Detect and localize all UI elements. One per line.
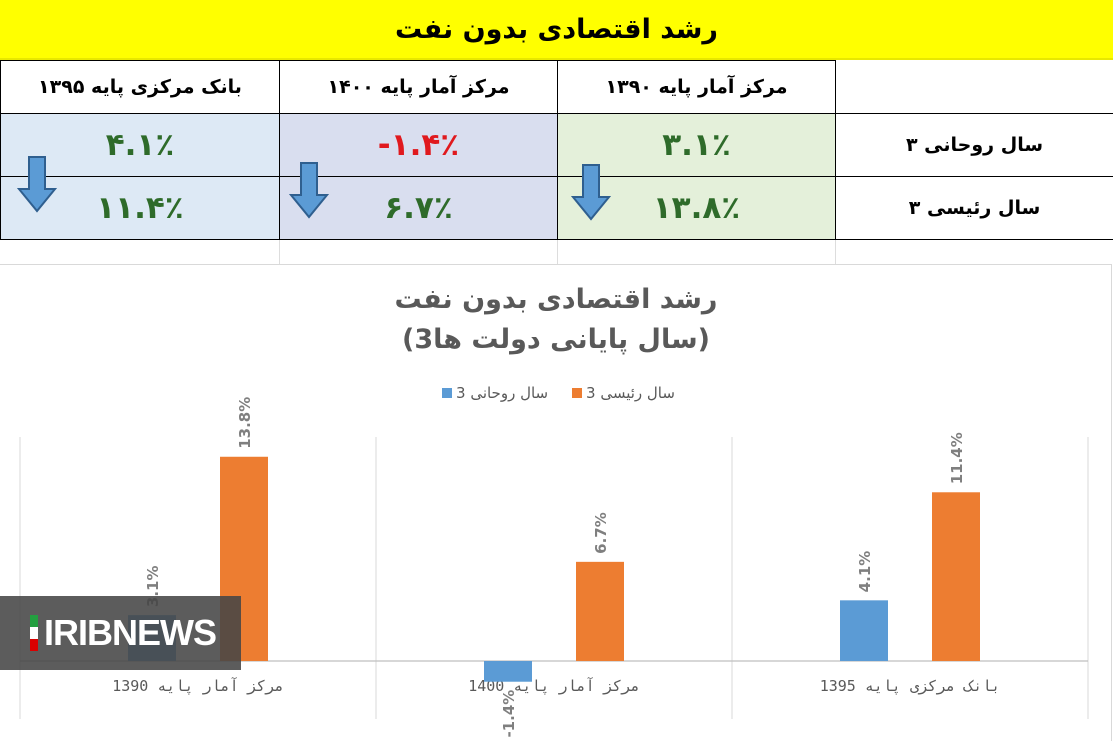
data-label: 6.7% bbox=[592, 512, 610, 554]
category-label: بانک مرکزی پایه 1395 bbox=[820, 677, 1001, 696]
plot-area: مرکز آمار پایه 1390 مرکز آمار پایه 1400 با… bbox=[19, 397, 1089, 738]
data-label: 4.1% bbox=[856, 551, 874, 593]
watermark-text: IRIBNEWS bbox=[44, 612, 217, 653]
data-label: 11.4% bbox=[948, 432, 966, 484]
category-label: مرکز آمار پایه 1400 bbox=[468, 677, 640, 696]
down-arrow-icon bbox=[289, 162, 329, 219]
header-bank-1395: بانک مرکزی پایه ۱۳۹۵ bbox=[0, 60, 280, 114]
table-header-row: بانک مرکزی پایه ۱۳۹۵ مرکز آمار پایه ۱۴۰۰… bbox=[0, 60, 1113, 114]
bar bbox=[840, 600, 888, 661]
row-label-raisi: ۳ سال رئیسی bbox=[835, 176, 1113, 240]
chart-frame bbox=[0, 264, 1112, 741]
cell-raisi-stat-1390: ۱۳.۸٪ bbox=[652, 190, 741, 226]
flag-icon bbox=[30, 615, 38, 651]
category-label: مرکز آمار پایه 1390 bbox=[112, 677, 284, 696]
legend-label: 3 سال رئیسی bbox=[586, 384, 675, 402]
summary-table: بانک مرکزی پایه ۱۳۹۵ مرکز آمار پایه ۱۴۰۰… bbox=[0, 60, 1113, 264]
down-arrow-icon bbox=[571, 164, 611, 221]
bar bbox=[932, 492, 980, 661]
row-label-rouhani: ۳ سال روحانی bbox=[835, 113, 1113, 177]
bar-chart: رشد اقتصادی بدون نفت (3سال پایانی دولت ه… bbox=[19, 284, 1089, 738]
spacer-cell bbox=[557, 239, 836, 264]
legend-swatch bbox=[442, 388, 452, 398]
cell-raisi-bank-1395: ۱۱.۴٪ bbox=[96, 190, 184, 226]
table-row: ۱۱.۴٪ ۶.۷٪ ۱۳.۸٪ ۳ سال رئیسی bbox=[0, 156, 1113, 240]
data-label: 13.8% bbox=[236, 397, 254, 449]
header-stat-1400: مرکز آمار پایه ۱۴۰۰ bbox=[279, 60, 558, 114]
cell-rouhani-stat-1400: -۱.۴٪ bbox=[279, 113, 558, 177]
iribnews-watermark: IRIBNEWS bbox=[0, 596, 241, 670]
cell-raisi-stat-1400-wrap: ۶.۷٪ bbox=[279, 162, 558, 240]
bar bbox=[576, 561, 624, 661]
header-empty-cell bbox=[835, 60, 1113, 114]
page-title: رشد اقتصادی بدون نفت bbox=[0, 0, 1113, 60]
legend-label: 3 سال روحانی bbox=[456, 384, 548, 402]
spacer-cell bbox=[0, 239, 280, 264]
cell-raisi-stat-1400: ۶.۷٪ bbox=[384, 190, 453, 226]
cell-rouhani-bank-1395: ۴.۱٪ bbox=[0, 113, 280, 177]
data-label: -1.4% bbox=[500, 690, 518, 738]
header-stat-1390: مرکز آمار پایه ۱۳۹۰ bbox=[557, 60, 836, 114]
table-row: ۴.۱٪ -۱.۴٪ ۳.۱٪ ۳ سال روحانی bbox=[0, 113, 1113, 177]
bar bbox=[484, 661, 532, 682]
cell-raisi-bank-1395-wrap: ۱۱.۴٪ bbox=[0, 156, 280, 240]
chart-subtitle: (3سال پایانی دولت ها) bbox=[402, 324, 710, 355]
down-arrow-icon bbox=[17, 156, 57, 213]
chart-title: رشد اقتصادی بدون نفت bbox=[395, 284, 718, 315]
spacer-cell bbox=[836, 240, 1113, 265]
chart-legend: 3 سال روحانی 3 سال رئیسی bbox=[442, 384, 675, 402]
table-spacer-row bbox=[0, 239, 1113, 265]
spacer-cell bbox=[279, 239, 558, 264]
legend-swatch bbox=[572, 388, 582, 398]
cell-raisi-stat-1390-wrap: ۱۳.۸٪ bbox=[557, 164, 836, 240]
